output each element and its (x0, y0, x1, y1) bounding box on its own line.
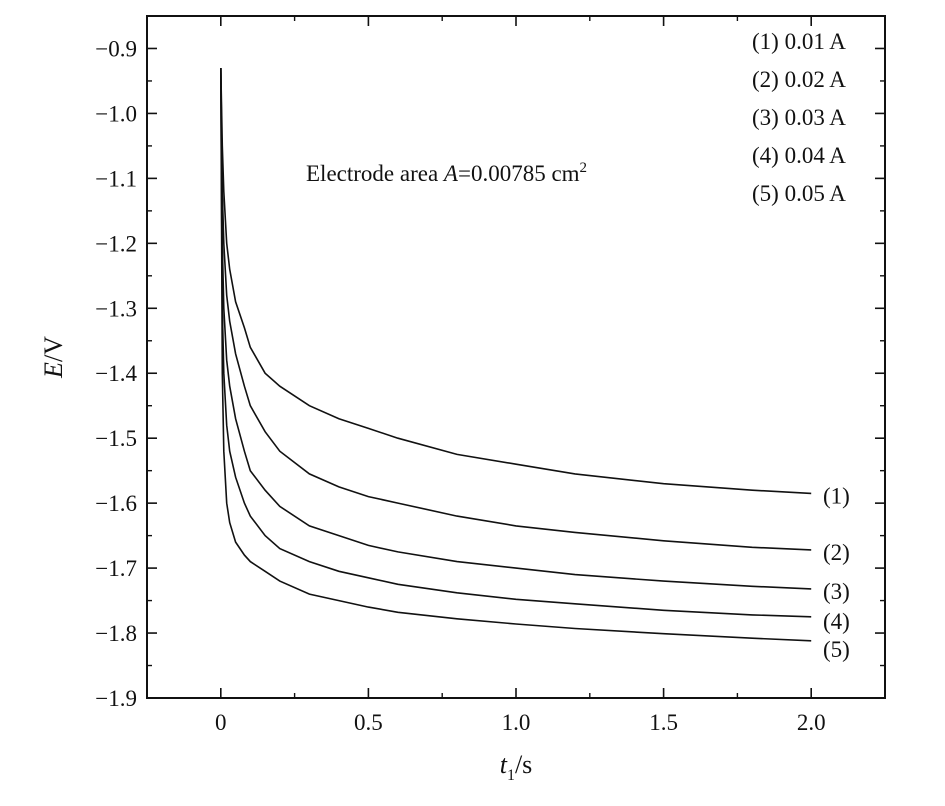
curve-label-1: (1) (823, 483, 850, 508)
y-tick-label-6: −1.5 (95, 426, 137, 451)
curve-labels: (1) (2) (3) (4) (5) (823, 483, 850, 661)
y-axis-ticks: −0.9 −1.0 −1.1 −1.2 −1.3 −1.4 −1.5 −1.6 −1.7 −1.8… (95, 36, 885, 711)
curve-label-2: (2) (823, 540, 850, 565)
legend-item-2: (2) 0.02 A (752, 67, 846, 92)
x-tick-label-0: 0 (215, 710, 227, 735)
annotation: Electrode area A=0.00785 cm2 (306, 160, 587, 186)
x-axis-unit: /s (515, 750, 532, 779)
series-line-3 (220, 67, 812, 590)
x-axis-sub: 1 (507, 767, 515, 784)
y-tick-label-1: −1.0 (95, 101, 137, 126)
legend-item-1: (1) 0.01 A (752, 29, 846, 54)
y-axis-title: E/V (39, 336, 68, 379)
series-line-4 (220, 67, 812, 618)
annotation-sup: 2 (580, 160, 588, 176)
x-tick-label-2: 1.0 (502, 710, 531, 735)
curve-label-5: (5) (823, 637, 850, 662)
y-tick-label-5: −1.4 (95, 361, 137, 386)
series-line-1 (220, 67, 812, 495)
x-tick-label-3: 1.5 (649, 710, 678, 735)
y-tick-label-10: −1.9 (95, 686, 137, 711)
annotation-var: A (442, 161, 459, 186)
x-tick-label-4: 2.0 (797, 710, 826, 735)
legend-item-4: (4) 0.04 A (752, 143, 846, 168)
legend-item-5: (5) 0.05 A (752, 181, 846, 206)
annotation-value: =0.00785 cm (458, 161, 580, 186)
series-lines (220, 67, 812, 642)
x-axis-ticks: 0 0.5 1.0 1.5 2.0 (215, 16, 826, 735)
y-tick-label-4: −1.3 (95, 296, 137, 321)
y-tick-label-3: −1.2 (95, 231, 137, 256)
y-tick-label-9: −1.8 (95, 621, 137, 646)
legend: (1) 0.01 A (2) 0.02 A (3) 0.03 A (4) 0.04 A… (752, 29, 846, 206)
y-tick-label-8: −1.7 (95, 556, 137, 581)
y-tick-label-0: −0.9 (95, 36, 137, 61)
x-axis-title: t1/s (500, 750, 533, 784)
legend-item-3: (3) 0.03 A (752, 105, 846, 130)
curve-label-3: (3) (823, 579, 850, 604)
series-line-2 (220, 67, 812, 551)
annotation-prefix: Electrode area (306, 161, 444, 186)
x-axis-var: t (500, 750, 508, 779)
x-tick-label-1: 0.5 (354, 710, 383, 735)
y-axis-var: E (39, 362, 68, 379)
series-line-5 (220, 67, 812, 642)
curve-label-4: (4) (823, 609, 850, 634)
y-tick-label-7: −1.6 (95, 491, 137, 516)
y-tick-label-2: −1.1 (95, 166, 137, 191)
y-axis-unit: /V (39, 336, 68, 362)
